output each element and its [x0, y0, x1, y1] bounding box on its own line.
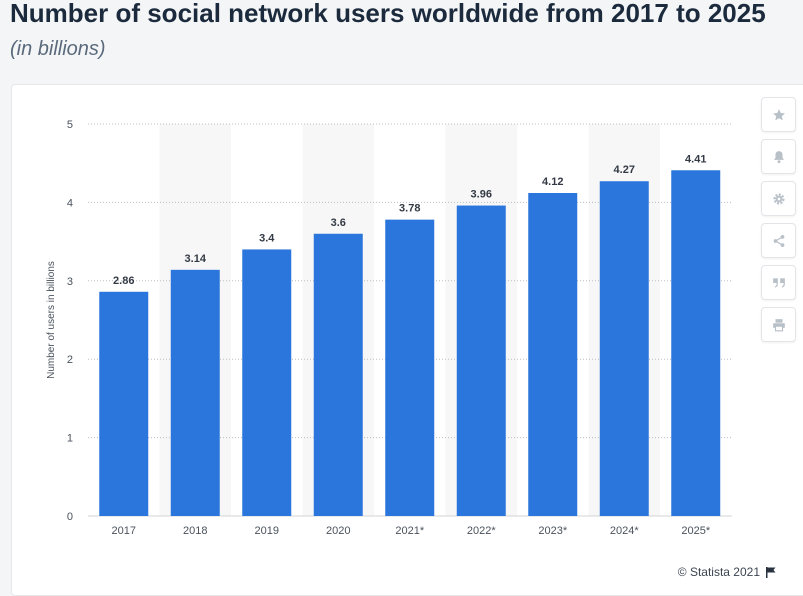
y-tick-label: 4	[67, 197, 73, 209]
bar	[170, 269, 220, 516]
notification-button[interactable]	[761, 139, 796, 174]
statista-credit[interactable]: © Statista 2021	[678, 565, 777, 579]
data-label: 2.86	[113, 275, 134, 287]
print-button[interactable]	[761, 307, 796, 342]
page-title: Number of social network users worldwide…	[10, 0, 766, 28]
share-icon	[773, 234, 784, 247]
settings-button[interactable]	[761, 181, 796, 216]
bar	[528, 192, 578, 516]
bar	[456, 205, 506, 516]
data-label: 3.96	[471, 189, 492, 201]
data-label: 4.41	[685, 153, 706, 165]
favorite-button[interactable]	[761, 97, 796, 132]
x-tick-label: 2019	[255, 525, 279, 537]
y-tick-label: 5	[67, 119, 73, 131]
star-icon	[772, 108, 785, 120]
data-label: 3.14	[185, 253, 207, 265]
y-tick-label: 0	[67, 511, 73, 523]
x-tick-label: 2017	[112, 525, 136, 537]
x-tick-label: 2021*	[395, 525, 424, 537]
x-tick-label: 2025*	[681, 525, 710, 537]
gear-icon	[772, 192, 785, 205]
x-tick-label: 2024*	[610, 525, 639, 537]
data-label: 3.78	[399, 203, 420, 215]
data-label: 3.6	[331, 217, 346, 229]
flag-icon	[766, 567, 776, 578]
bar	[313, 233, 363, 516]
y-axis-title: Number of users in billions	[46, 261, 57, 379]
quote-icon	[772, 277, 785, 288]
print-icon	[772, 318, 785, 331]
bar	[99, 291, 149, 516]
bar	[671, 170, 721, 517]
x-tick-label: 2018	[183, 525, 207, 537]
y-tick-label: 1	[67, 433, 73, 445]
x-tick-label: 2023*	[538, 525, 567, 537]
y-tick-label: 3	[67, 276, 73, 288]
bar	[385, 219, 435, 516]
bar-chart: 0 1 2 3 4 5 2.86 2017 3.14 2018 3.4 2019 3.6 2020 3.78…	[46, 119, 732, 537]
bell-icon	[773, 150, 784, 163]
chart-card: 0 1 2 3 4 5 2.86 2017 3.14 2018 3.4 2019 3.6 2020 3.78…	[11, 84, 803, 596]
data-label: 3.4	[259, 232, 275, 244]
credit-text: © Statista 2021	[677, 565, 760, 579]
y-tick-label: 2	[67, 354, 73, 366]
page-subtitle: (in billions)	[10, 38, 106, 60]
bar	[242, 249, 292, 516]
data-label: 4.12	[542, 176, 563, 188]
share-button[interactable]	[761, 223, 796, 258]
data-label: 4.27	[614, 164, 635, 176]
x-tick-label: 2022*	[467, 525, 496, 537]
x-tick-label: 2020	[326, 525, 350, 537]
cite-button[interactable]	[761, 265, 796, 300]
bar	[599, 181, 649, 516]
